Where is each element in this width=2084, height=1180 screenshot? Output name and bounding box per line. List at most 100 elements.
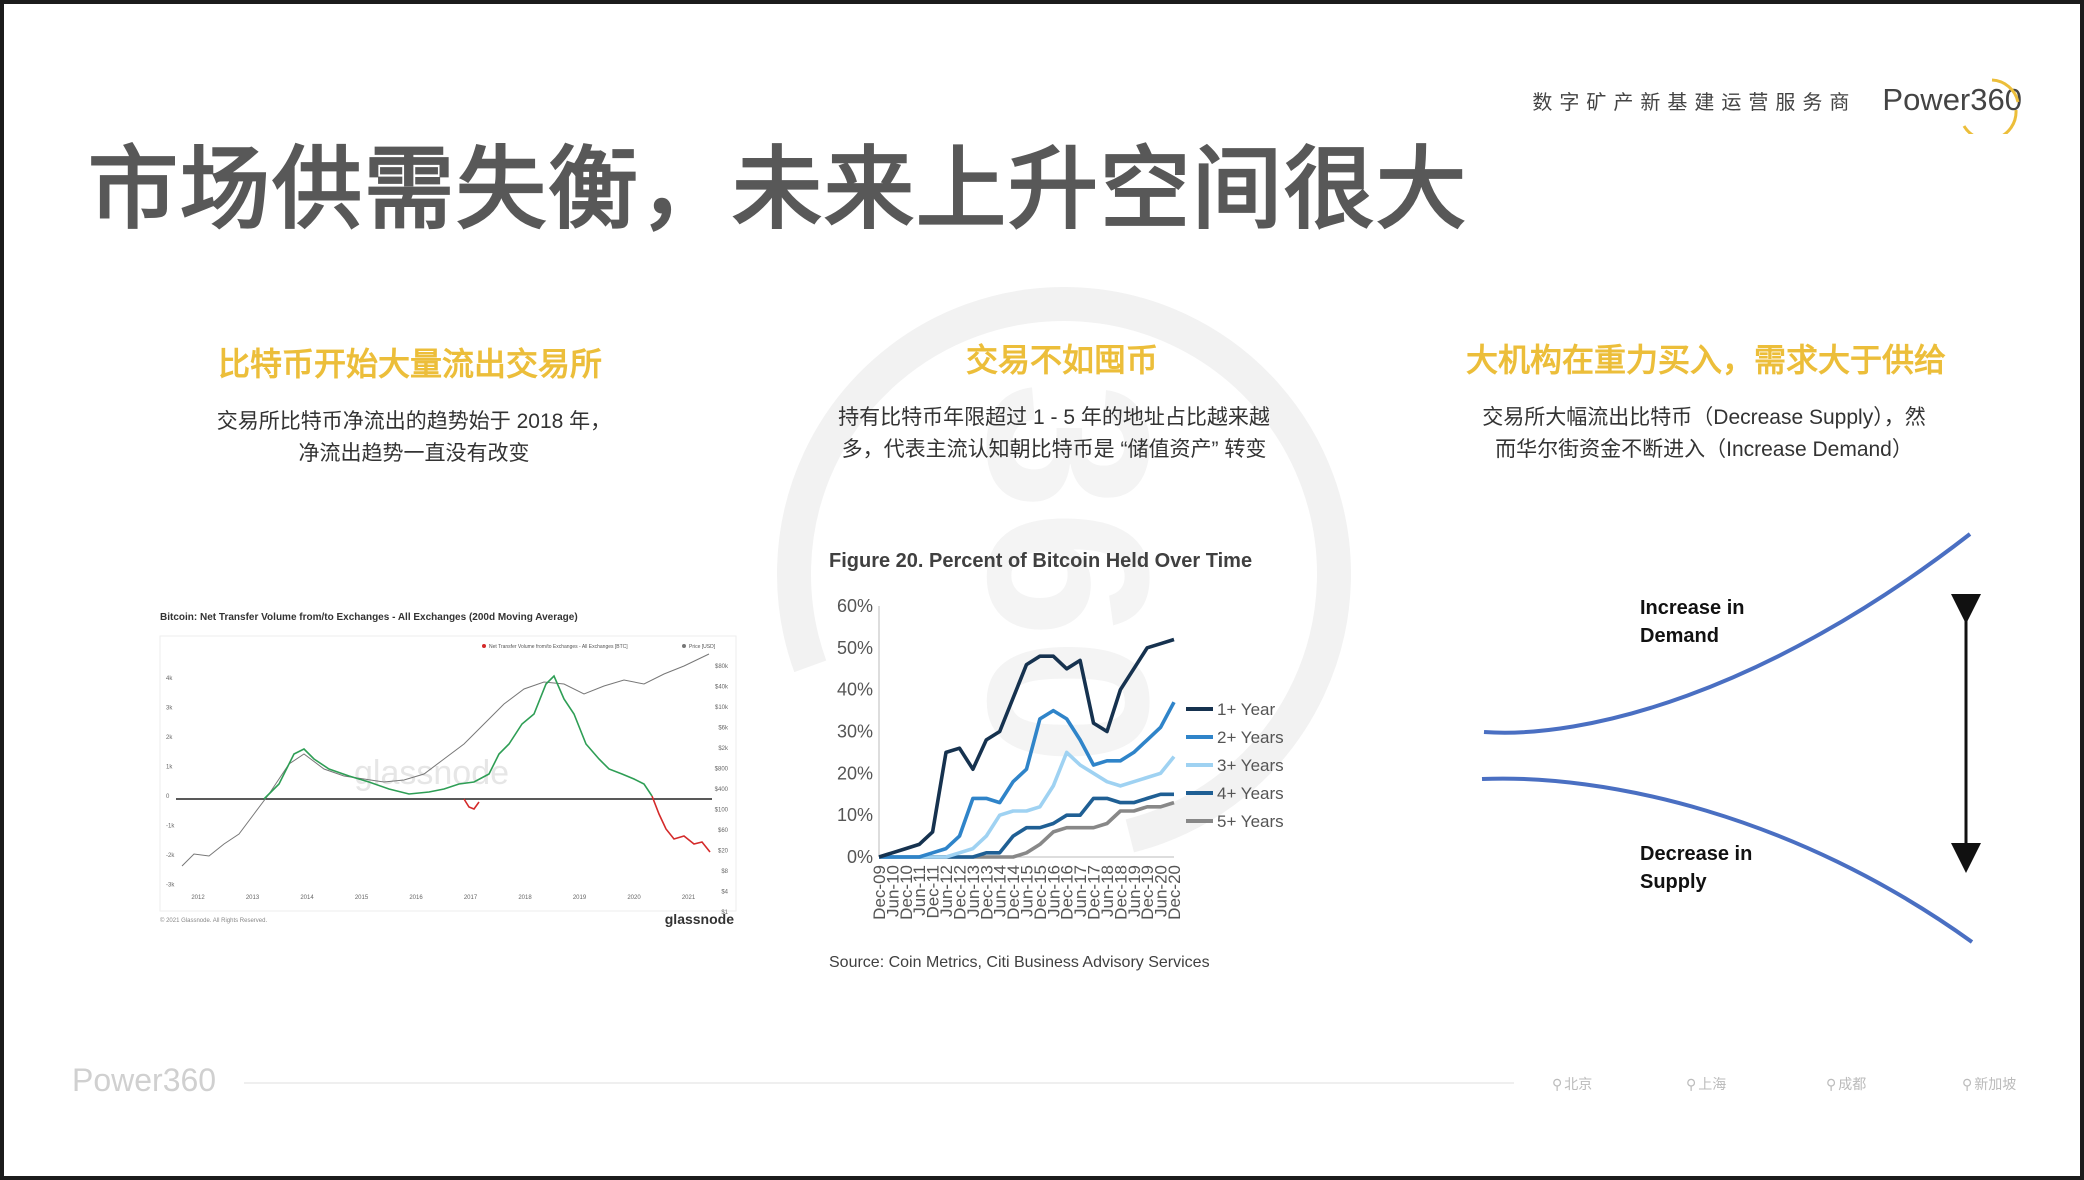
series-line-3-years (879, 750, 1176, 859)
x-tick-label: Jun-14 (991, 865, 1010, 917)
glassnode-left-tick: 4k (166, 676, 173, 682)
y-tick-label: 50% (837, 638, 873, 658)
x-tick-label: Jun-12 (937, 865, 956, 917)
glassnode-outflow-line-2017 (463, 798, 480, 810)
series-line-1-year (878, 637, 1175, 859)
glassnode-brand: glassnode (665, 911, 734, 927)
footer-location-singapore: ⚲ 新加坡 (1962, 1074, 2016, 1094)
glassnode-left-tick: 1k (166, 765, 173, 771)
glassnode-legend-price: Price [USD] (689, 644, 716, 650)
column-2-title: 交易不如囤币 (966, 342, 1159, 378)
y-tick-label: 60% (837, 596, 873, 616)
location-pin-icon: ⚲ (1962, 1076, 1973, 1092)
demand-label-line-2: Demand (1640, 625, 1719, 647)
legend-label: 3+ Years (1217, 756, 1284, 775)
series-line-4-years (879, 792, 1174, 859)
glassnode-right-tick: $8 (721, 869, 728, 875)
glassnode-left-tick: 3k (166, 706, 173, 712)
column-1-subtitle-line-2: 净流出趋势一直没有改变 (298, 442, 530, 465)
glassnode-left-tick: -3k (166, 883, 175, 889)
x-tick-label: Dec-09 (870, 865, 889, 920)
x-tick-label: Dec-11 (924, 865, 943, 919)
glassnode-right-tick: $2k (718, 746, 729, 752)
column-1-title: 比特币开始大量流出交易所 (218, 346, 603, 382)
location-label: 北京 (1564, 1076, 1593, 1092)
glassnode-price-line (181, 653, 710, 867)
glassnode-right-tick: $4 (721, 890, 728, 896)
x-tick-label: Jun-18 (1098, 865, 1117, 917)
glassnode-x-tick: 2016 (409, 895, 423, 901)
percent-bitcoin-held-chart: Figure 20. Percent of Bitcoin Held Over … (829, 550, 1284, 971)
supply-curve (1481, 776, 1974, 944)
x-tick-label: Dec-18 (1111, 865, 1130, 920)
footer-location-shanghai: ⚲ 上海 (1686, 1074, 1726, 1094)
location-pin-icon: ⚲ (1552, 1076, 1563, 1092)
glassnode-watermark: glassnode (354, 754, 509, 792)
x-tick-label: Dec-17 (1085, 865, 1104, 920)
x-tick-label: Jun-10 (883, 865, 902, 917)
glassnode-left-tick: -1k (166, 824, 175, 830)
y-tick-label: 10% (837, 805, 873, 825)
glassnode-x-tick: 2018 (518, 895, 532, 901)
y-tick-label: 40% (837, 680, 873, 700)
glassnode-legend-volume: Net Transfer Volume from/to Exchanges - … (489, 644, 628, 650)
glassnode-right-tick: $60 (718, 828, 729, 834)
x-tick-label: Dec-10 (897, 865, 916, 920)
glassnode-right-tick: $100 (715, 808, 729, 814)
glassnode-legend: Net Transfer Volume from/to Exchanges - … (482, 644, 716, 650)
footer-location-chengdu: ⚲ 成都 (1826, 1074, 1866, 1094)
column-3-subtitle-line-2: 而华尔街资金不断进入（Increase Demand） (1495, 438, 1913, 461)
column-1-subtitle: 交易所比特币净流出的趋势始于 2018 年， 净流出趋势一直没有改变 (154, 406, 674, 470)
x-tick-label: Jun-20 (1152, 865, 1171, 917)
glassnode-right-tick: $10k (715, 705, 729, 711)
legend-label: 1+ Year (1217, 700, 1275, 719)
footer-logo: Power360 (72, 1062, 216, 1099)
glassnode-right-tick: $800 (715, 767, 729, 773)
svg-text:360: 360 (940, 382, 1197, 766)
x-tick-label: Dec-16 (1058, 865, 1077, 920)
footer-divider (244, 1082, 1514, 1084)
column-3-title: 大机构在重力买入，需求大于供给 (1466, 342, 1947, 378)
glassnode-left-tick: -2k (166, 853, 175, 859)
location-label: 新加坡 (1974, 1076, 2017, 1092)
location-pin-icon: ⚲ (1686, 1076, 1697, 1092)
brand-header: 数字矿产新基建运营服务商 Power360 (1532, 82, 2022, 118)
glassnode-plot-frame (159, 635, 737, 912)
footer-logo-number: 360 (162, 1062, 217, 1098)
watermark-360-logo: 360 (777, 287, 1351, 861)
x-tick-label: Jun-13 (964, 865, 983, 917)
column-2-subtitle: 持有比特币年限超过 1 - 5 年的地址占比越来越 多，代表主流认知朝比特币是 … (804, 402, 1304, 466)
column-2-subtitle-line-1: 持有比特币年限超过 1 - 5 年的地址占比越来越 (838, 406, 1270, 429)
glassnode-right-tick: $1 (721, 910, 728, 916)
x-tick-label: Jun-15 (1018, 865, 1037, 917)
glassnode-x-tick: 2019 (573, 895, 587, 901)
logo-text: Power (1882, 82, 1971, 117)
x-tick-label: Dec-20 (1165, 865, 1184, 920)
glassnode-x-tick: 2014 (300, 895, 314, 901)
supply-label-line-1: Decrease in (1640, 843, 1752, 865)
column-3-subtitle: 交易所大幅流出比特币（Decrease Supply），然 而华尔街资金不断进入… (1444, 402, 1964, 466)
x-tick-label: Dec-19 (1138, 865, 1157, 920)
glassnode-right-tick: $80k (715, 664, 729, 670)
footer-location-beijing: ⚲ 北京 (1552, 1074, 1592, 1094)
column-3-subtitle-line-1: 交易所大幅流出比特币（Decrease Supply），然 (1482, 406, 1926, 429)
glassnode-right-tick: $6k (718, 726, 729, 732)
glassnode-x-tick: 2013 (246, 895, 260, 901)
legend-label: 4+ Years (1217, 784, 1284, 803)
column-1-subtitle-line-1: 交易所比特币净流出的趋势始于 2018 年， (216, 410, 612, 433)
glassnode-right-tick: $400 (715, 787, 729, 793)
location-label: 成都 (1838, 1076, 1867, 1092)
x-tick-label: Jun-11 (910, 865, 929, 916)
y-tick-label: 0% (847, 847, 873, 867)
series-line-2-years (879, 701, 1176, 859)
x-tick-label: Jun-16 (1044, 865, 1063, 917)
power360-logo: Power360 (1882, 82, 2022, 118)
chart-title: Figure 20. Percent of Bitcoin Held Over … (829, 550, 1252, 572)
x-tick-label: Dec-14 (1004, 865, 1023, 920)
chart-source: Source: Coin Metrics, Citi Business Advi… (829, 954, 1210, 971)
glassnode-x-tick: 2021 (682, 895, 696, 901)
x-tick-label: Dec-13 (977, 865, 996, 920)
slide: 360 市场供需失衡，未来上升空间很大 数字矿产新基建运营服务商 Power36… (4, 4, 2080, 1176)
brand-tagline: 数字矿产新基建运营服务商 (1532, 91, 1857, 114)
glassnode-x-tick: 2020 (627, 895, 641, 901)
